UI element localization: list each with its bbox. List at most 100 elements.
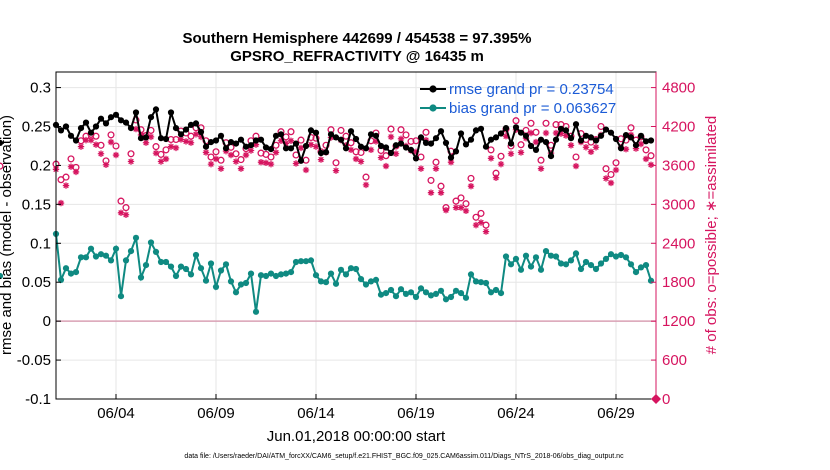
rmse-point bbox=[642, 138, 650, 145]
bias-point bbox=[362, 281, 370, 288]
rmse-point bbox=[277, 131, 285, 138]
obs-possible-point bbox=[402, 131, 410, 139]
obs-possible-point bbox=[212, 148, 220, 156]
bias-point bbox=[597, 260, 605, 267]
obs-possible-series bbox=[0, 116, 655, 229]
obs-possible-point bbox=[472, 213, 480, 221]
bias-point bbox=[172, 272, 180, 280]
bias-point bbox=[502, 253, 510, 260]
rmse-point bbox=[567, 135, 575, 142]
bias-point bbox=[457, 290, 465, 297]
legend-rmse-label: rmse grand pr = 0.23754 bbox=[449, 81, 614, 98]
obs-assimilated-point bbox=[592, 144, 600, 151]
x-axis-label: Jun.01,2018 00:00:00 start bbox=[267, 428, 446, 445]
rmse-point bbox=[532, 146, 540, 153]
legend-bias-label: bias grand pr = 0.063627 bbox=[449, 100, 616, 117]
bias-point bbox=[592, 265, 600, 273]
obs-assimilated-point bbox=[367, 146, 375, 154]
origin-diamond-marker bbox=[651, 394, 661, 404]
obs-possible-point bbox=[287, 128, 295, 136]
rmse-point bbox=[327, 131, 335, 138]
obs-assimilated-point bbox=[637, 140, 645, 148]
obs-assimilated-point bbox=[227, 151, 235, 159]
rmse-point bbox=[102, 120, 110, 127]
bias-point bbox=[182, 265, 190, 273]
obs-possible-point bbox=[297, 136, 305, 144]
obs-possible-point bbox=[602, 165, 610, 173]
x-tick-label: 06/04 bbox=[97, 405, 135, 422]
obs-assimilated-point bbox=[487, 155, 495, 162]
rmse-point bbox=[377, 142, 385, 150]
rmse-point bbox=[347, 128, 355, 135]
rmse-point bbox=[0, 139, 4, 146]
rmse-point bbox=[242, 143, 250, 150]
obs-assimilated-point bbox=[622, 146, 630, 153]
obs-assimilated-point bbox=[517, 149, 525, 156]
bias-point bbox=[292, 258, 300, 266]
bias-point bbox=[602, 255, 610, 262]
bias-point bbox=[577, 265, 585, 273]
rmse-point bbox=[612, 135, 620, 143]
obs-assimilated-point bbox=[212, 155, 220, 163]
obs-assimilated-point bbox=[437, 189, 445, 196]
rmse-point bbox=[552, 136, 560, 143]
obs-assimilated-point bbox=[347, 146, 355, 154]
rmse-point bbox=[387, 149, 395, 157]
rmse-point bbox=[392, 142, 400, 149]
rmse-point bbox=[382, 144, 390, 151]
y-right-tick-label: 1800 bbox=[662, 274, 695, 291]
rmse-point bbox=[502, 125, 510, 132]
bias-point bbox=[232, 289, 240, 296]
y-right-tick-label: 0 bbox=[662, 391, 670, 408]
rmse-point bbox=[137, 135, 145, 142]
bias-point bbox=[77, 254, 85, 261]
bias-point bbox=[482, 279, 490, 287]
bias-point bbox=[552, 253, 560, 260]
obs-assimilated-point bbox=[417, 165, 425, 172]
bias-point bbox=[322, 279, 330, 286]
bias-point bbox=[352, 265, 360, 273]
obs-assimilated-point bbox=[542, 129, 550, 137]
obs-possible-point bbox=[572, 153, 580, 161]
bias-point bbox=[397, 286, 405, 293]
y-left-tick-label: -0.1 bbox=[25, 391, 51, 408]
rmse-point bbox=[312, 129, 320, 136]
obs-possible-point bbox=[482, 221, 490, 229]
bias-point bbox=[202, 277, 210, 284]
obs-assimilated-point bbox=[262, 159, 270, 167]
obs-assimilated-point bbox=[412, 148, 420, 156]
bias-point bbox=[432, 290, 440, 297]
rmse-point bbox=[182, 126, 190, 133]
obs-assimilated-point bbox=[587, 148, 595, 156]
obs-possible-point bbox=[452, 197, 460, 205]
rmse-point bbox=[447, 154, 455, 161]
obs-assimilated-point bbox=[527, 129, 535, 137]
bias-point bbox=[632, 269, 640, 276]
bias-point bbox=[547, 252, 555, 259]
obs-assimilated-point bbox=[632, 145, 640, 152]
obs-assimilated-point bbox=[172, 144, 180, 152]
rmse-point bbox=[522, 132, 530, 139]
bias-point bbox=[197, 265, 205, 272]
rmse-point bbox=[267, 146, 275, 153]
x-tick-label: 06/19 bbox=[397, 405, 435, 422]
bias-point bbox=[437, 287, 445, 294]
x-tick-label: 06/14 bbox=[297, 405, 335, 422]
obs-assimilated-point bbox=[202, 149, 210, 156]
rmse-point bbox=[97, 115, 105, 122]
bias-point bbox=[497, 290, 505, 297]
bias-point bbox=[417, 285, 425, 292]
bias-point bbox=[247, 270, 255, 277]
bias-point bbox=[537, 266, 545, 273]
rmse-point bbox=[132, 109, 140, 116]
bias-point bbox=[377, 291, 385, 298]
legend-rmse-marker bbox=[429, 85, 437, 93]
rmse-point bbox=[427, 140, 435, 147]
bias-point bbox=[267, 270, 275, 277]
obs-possible-point bbox=[0, 162, 4, 170]
obs-possible-point bbox=[607, 170, 615, 179]
rmse-point bbox=[292, 140, 300, 147]
bias-point bbox=[67, 270, 75, 277]
rmse-point bbox=[187, 121, 195, 128]
